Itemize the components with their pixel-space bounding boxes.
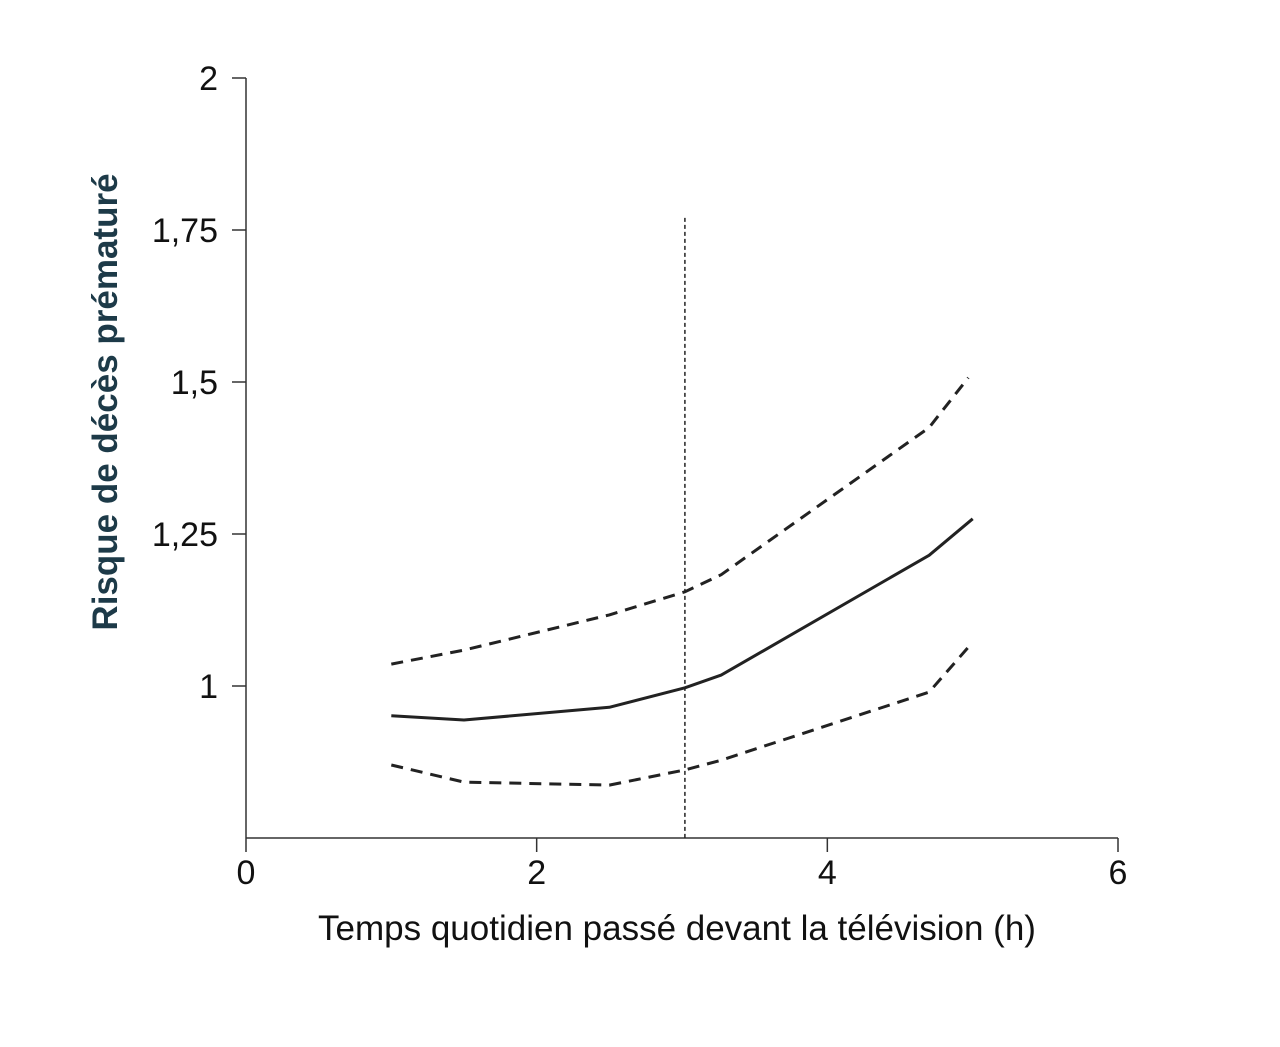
series-estimate	[391, 517, 974, 722]
series-lower-ci	[390, 641, 974, 787]
x-tick-label: 2	[527, 854, 546, 892]
y-tick-label: 2	[199, 60, 218, 98]
y-axis-label: Risque de décès prématuré	[86, 173, 125, 630]
series-upper-ci	[391, 376, 970, 666]
y-tick-label: 1,75	[152, 212, 218, 250]
y-tick-label: 1,25	[152, 516, 218, 554]
x-tick-label: 6	[1109, 854, 1128, 892]
x-tick-label: 0	[237, 854, 256, 892]
axes: 1 1,25 1,5 1,75 2 0 2 4 6	[152, 60, 1128, 892]
y-tick-label: 1,5	[171, 364, 218, 402]
x-tick-label: 4	[818, 854, 837, 892]
x-axis-label: Temps quotidien passé devant la télévisi…	[318, 909, 1036, 948]
plot-area	[390, 217, 974, 838]
y-tick-label: 1	[199, 668, 218, 706]
